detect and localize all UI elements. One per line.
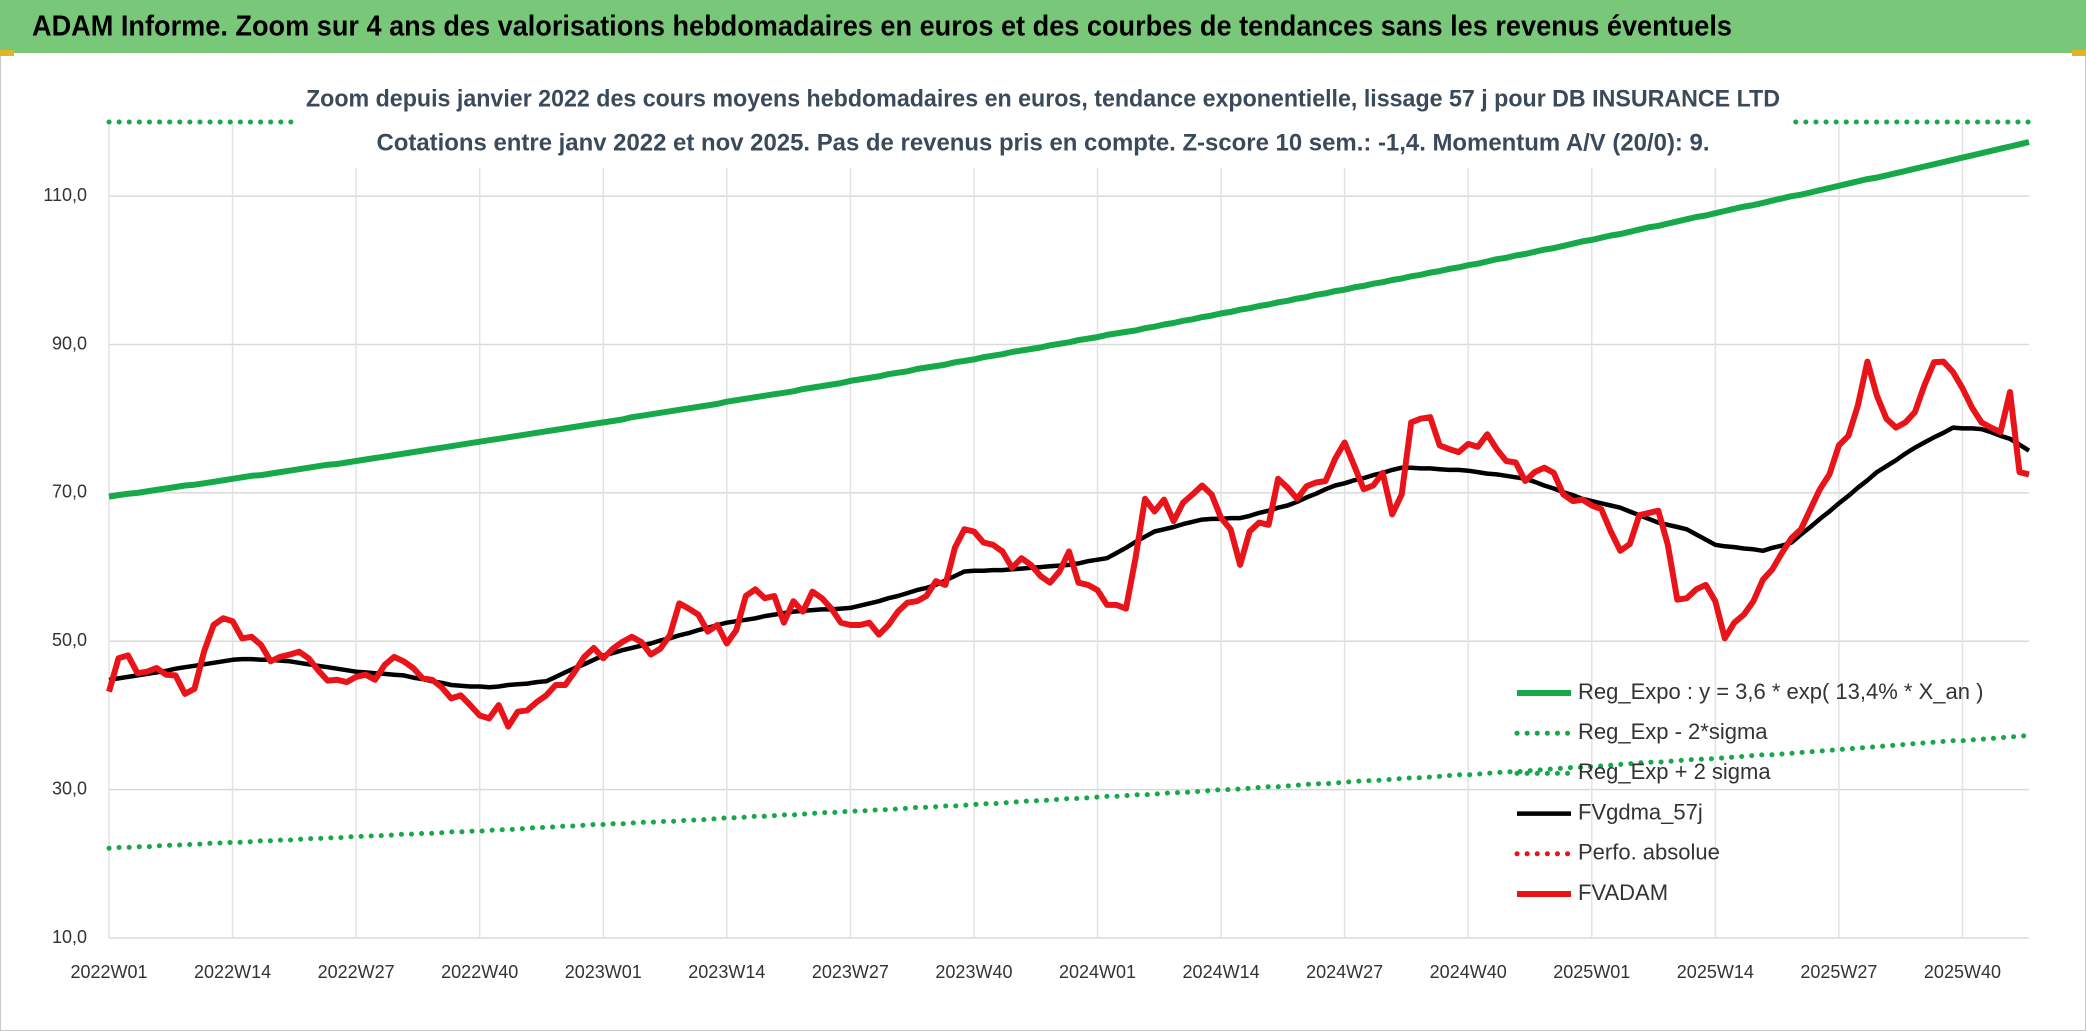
series-line [106,733,2032,851]
subtitle-box: Zoom depuis janvier 2022 des cours moyen… [298,82,1788,168]
legend-label: Reg_Exp + 2 sigma [1578,759,1771,784]
x-tick-label: 2022W01 [70,962,147,982]
legend-label: Reg_Exp - 2*sigma [1578,719,1768,744]
y-tick-label: 90,0 [52,333,87,353]
y-tick-label: 50,0 [52,630,87,650]
subtitle-background [298,82,1788,168]
legend-label: FVgdma_57j [1578,799,1703,824]
subtitle: Zoom depuis janvier 2022 des cours moyen… [306,85,1780,112]
x-tick-label: 2022W40 [441,962,518,982]
subtitle: Cotations entre janv 2022 et nov 2025. P… [377,129,1710,156]
legend-label: FVADAM [1578,880,1668,905]
legend-label: Perfo. absolue [1578,840,1720,865]
x-tick-label: 2022W27 [318,962,395,982]
chart-title: ADAM Informe. Zoom sur 4 ans des valoris… [32,11,1732,43]
grid: 10,0 30,0 50,0 70,0 90,0 110,0 2022W01 2022W14 2… [43,122,2029,982]
x-tick-label: 2025W01 [1553,962,1630,982]
series-line [106,358,2030,730]
x-tick-label: 2024W40 [1430,962,1507,982]
x-tick-label: 2022W14 [194,962,271,982]
y-tick-label: 10,0 [52,927,87,947]
x-tick-label: 2023W01 [565,962,642,982]
x-tick-label: 2024W14 [1183,962,1260,982]
y-tick-label: 30,0 [52,778,87,798]
y-tick-label: 110,0 [43,185,87,205]
x-tick-label: 2025W27 [1800,962,1877,982]
y-tick-label: 70,0 [52,482,87,502]
title-bar [0,0,2086,53]
x-tick-label: 2025W14 [1677,962,1754,982]
corner-accent [0,50,14,56]
x-tick-label: 2023W40 [935,962,1012,982]
corner-accent [2072,50,2086,56]
x-tick-label: 2025W40 [1924,962,2001,982]
series-line [108,139,2030,500]
legend: Reg_Expo : y = 3,6 * exp( 13,4% * X_an )… [1514,679,1983,905]
legend-label: Reg_Expo : y = 3,6 * exp( 13,4% * X_an ) [1578,679,1983,704]
x-tick-label: 2024W01 [1059,962,1136,982]
x-tick-label: 2024W27 [1306,962,1383,982]
x-tick-label: 2023W27 [812,962,889,982]
x-tick-label: 2023W14 [688,962,765,982]
